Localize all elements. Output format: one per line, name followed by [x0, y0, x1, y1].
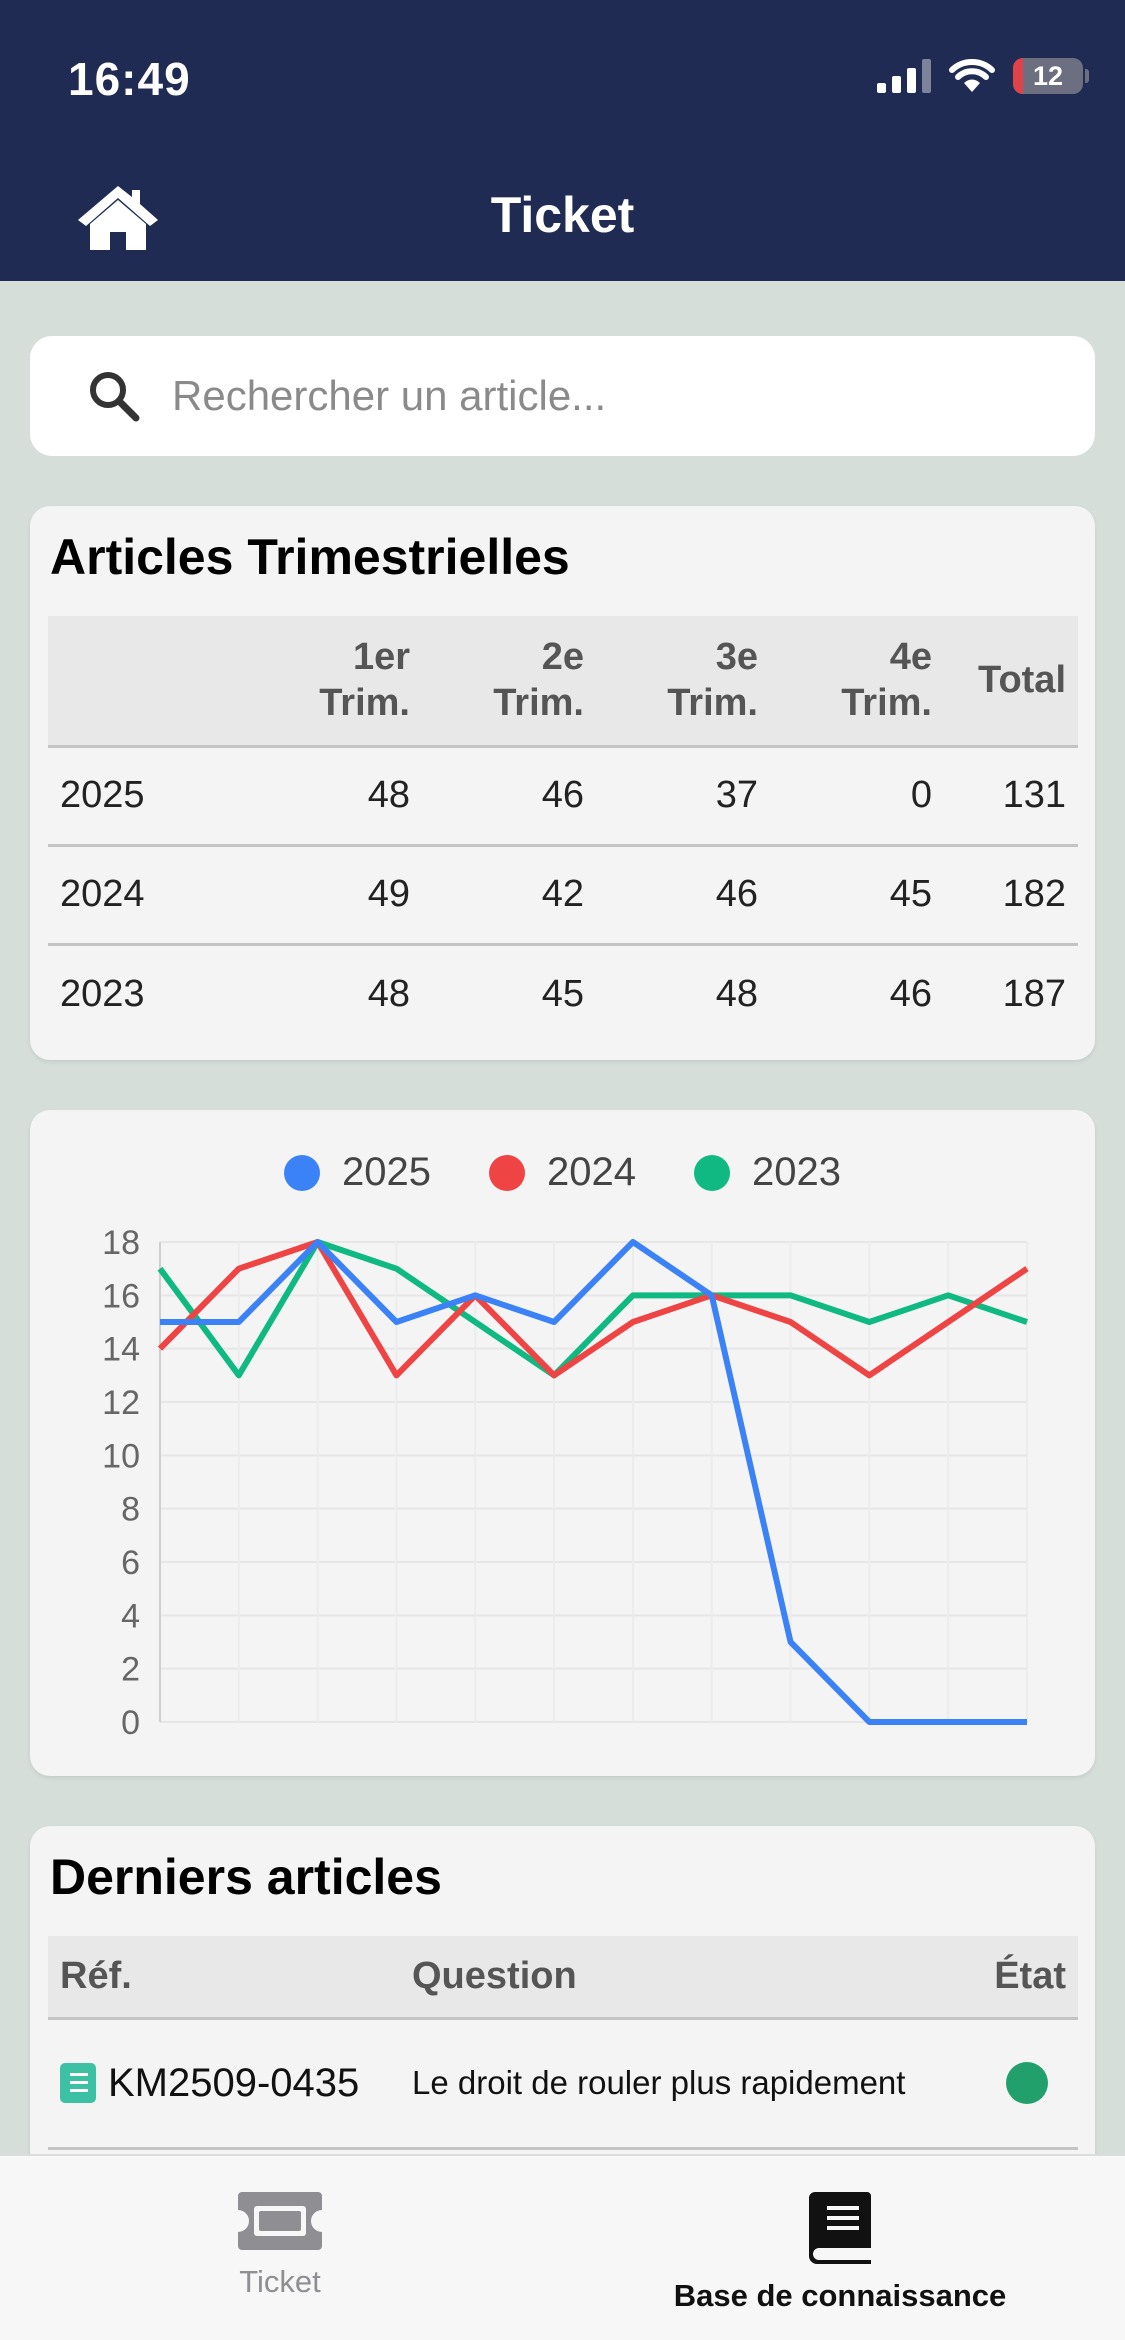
y-tick-label: 12 [102, 1384, 140, 1422]
table-cell: 0 [770, 746, 944, 847]
table-row: 2023 48 45 48 46 187 [48, 944, 1078, 1043]
quarterly-title: Articles Trimestrielles [50, 529, 570, 585]
table-row[interactable]: KM2509-0435 Le droit de rouler plus rapi… [48, 2018, 1078, 2150]
legend-label: 2025 [342, 1150, 431, 1194]
table-cell: 182 [944, 845, 1078, 946]
legend-item[interactable]: 2025 [284, 1150, 431, 1195]
y-tick-label: 8 [121, 1491, 140, 1529]
table-cell [918, 2018, 1078, 2150]
chart-card: 2025 2024 2023 0 2 4 6 8 10 12 14 16 18 [30, 1110, 1095, 1776]
search-bar[interactable] [30, 336, 1095, 456]
status-dot [1006, 2062, 1048, 2104]
table-cell: 49 [248, 845, 422, 946]
tab-label: Ticket [239, 2264, 321, 2299]
line-chart: 0 2 4 6 8 10 12 14 16 18 [102, 1224, 1029, 1742]
header-bar: 16:49 12 Ticket [0, 0, 1125, 281]
quarterly-table: 1er Trim. 2e Trim. 3e Trim. 4e Trim. Total 2… [48, 616, 1078, 1043]
legend-dot-2024 [489, 1154, 525, 1191]
table-cell: 2024 [48, 845, 248, 946]
table-cell: 42 [422, 845, 596, 946]
y-tick-label: 0 [121, 1704, 140, 1742]
status-time: 16:49 [68, 53, 191, 105]
wifi-icon [949, 59, 995, 92]
legend-label: 2023 [751, 1150, 841, 1194]
y-tick-label: 16 [102, 1277, 140, 1315]
plot-area [160, 1242, 1027, 1722]
table-row: 2024 49 42 46 45 182 [48, 845, 1078, 946]
latest-title: Derniers articles [50, 1849, 442, 1905]
legend-label: 2024 [547, 1150, 636, 1194]
chart-legend: 2025 2024 2023 [30, 1150, 1095, 1195]
column-header: 2e Trim. [422, 616, 596, 748]
table-cell: 37 [596, 746, 770, 847]
ticket-icon [238, 2192, 322, 2250]
bottom-tab-bar: Ticket Base de connaissance [0, 2154, 1125, 2340]
column-header: 4e Trim. [770, 616, 944, 748]
cellular-signal-icon [877, 59, 931, 93]
table-cell: 45 [541, 972, 584, 1015]
y-tick-label: 4 [121, 1597, 140, 1635]
page-title: Ticket [490, 187, 635, 243]
table-cell: 131 [944, 746, 1078, 847]
table-cell: 46 [596, 845, 770, 946]
legend-item[interactable]: 2024 [489, 1150, 636, 1195]
column-header [48, 616, 248, 748]
legend-dot-2023 [693, 1154, 730, 1191]
y-tick-label: 14 [102, 1331, 140, 1369]
tab-ticket[interactable]: Ticket [190, 2190, 370, 2300]
article-icon [60, 2063, 96, 2103]
book-icon [809, 2192, 871, 2264]
table-cell: KM2509-0435 [48, 2018, 400, 2150]
series-line-2024 [157, 1239, 1029, 1379]
quarterly-card: Articles Trimestrielles 1er Trim. 2e Trim.… [30, 506, 1095, 1060]
status-icons: 12 [877, 58, 1089, 94]
home-icon[interactable] [76, 182, 160, 252]
battery-icon: 12 [1013, 58, 1083, 94]
battery-level: 12 [1032, 60, 1064, 91]
column-header-ref: Réf. [48, 1936, 400, 2020]
article-ref[interactable]: KM2509-0435 [108, 2060, 360, 2105]
article-question: Le droit de rouler plus rapidement [400, 2018, 918, 2150]
search-icon [90, 372, 140, 422]
y-tick-label: 6 [121, 1544, 140, 1582]
column-header-state: État [918, 1936, 1078, 2020]
search-input[interactable] [172, 372, 1022, 420]
table-cell: 48 [367, 972, 410, 1015]
y-tick-label: 2 [121, 1651, 140, 1689]
series-line-2025 [160, 1239, 1027, 1725]
y-tick-label: 10 [102, 1437, 140, 1475]
table-cell: 48 [248, 746, 422, 847]
table-cell: 46 [422, 746, 596, 847]
tab-label: Base de connaissance [673, 2278, 1007, 2313]
table-cell: 45 [770, 845, 944, 946]
table-cell: 2025 [48, 746, 248, 847]
legend-item[interactable]: 2023 [693, 1150, 841, 1195]
table-cell: 187 [1002, 972, 1066, 1015]
column-header: 3e Trim. [596, 616, 770, 748]
column-header: Total [944, 616, 1078, 748]
table-header-row: Réf. Question État [48, 1936, 1078, 2020]
table-header-row: 1er Trim. 2e Trim. 3e Trim. 4e Trim. Total [48, 616, 1078, 748]
table-cell: 2023 [60, 972, 145, 1015]
table-row: 2025 48 46 37 0 131 [48, 746, 1078, 847]
series-line-2023 [157, 1239, 1028, 1379]
table-cell: 46 [889, 972, 932, 1015]
table-cell: 48 [715, 972, 758, 1015]
latest-table: Réf. Question État KM2509-0435 [48, 1936, 1078, 2150]
column-header: 1er Trim. [248, 616, 422, 748]
tab-knowledge-base[interactable]: Base de connaissance [650, 2190, 1030, 2314]
legend-dot-2025 [284, 1154, 321, 1191]
column-header-question: Question [400, 1936, 918, 2020]
y-tick-label: 18 [102, 1224, 140, 1262]
